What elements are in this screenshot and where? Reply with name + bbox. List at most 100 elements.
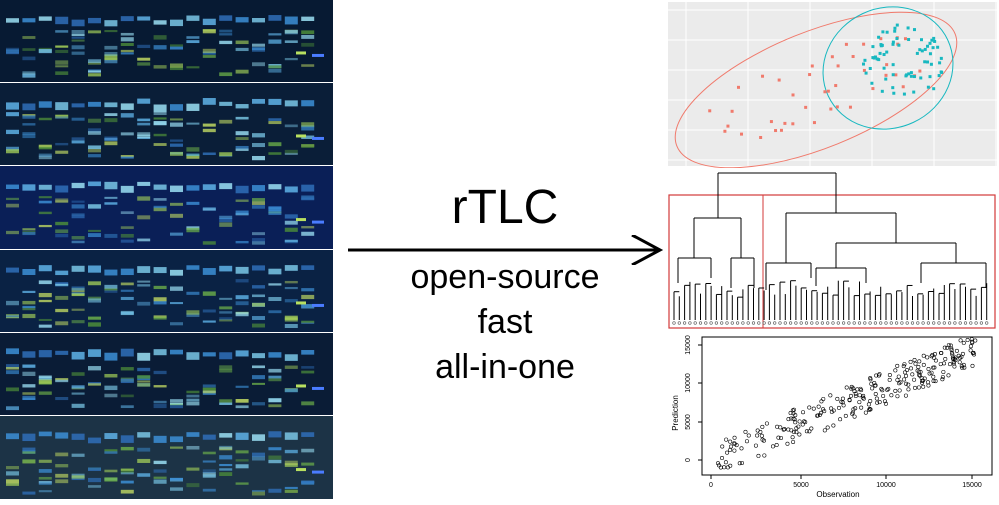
tlc-band	[170, 185, 183, 193]
tlc-band	[219, 119, 233, 124]
y-tick-label: 0	[685, 458, 692, 462]
plate-divider	[0, 165, 333, 167]
data-point	[818, 410, 823, 415]
tlc-band	[252, 316, 265, 320]
plate-divider	[0, 415, 333, 417]
tlc-band	[235, 405, 249, 409]
tlc-band	[6, 348, 19, 355]
data-point	[760, 424, 765, 429]
data-point	[859, 405, 864, 410]
tlc-band	[6, 367, 19, 370]
data-point	[913, 361, 918, 366]
leaf-label-mark	[921, 321, 925, 325]
tlc-band	[301, 135, 315, 139]
tlc-band	[137, 266, 151, 273]
tlc-band	[22, 371, 36, 376]
tlc-band	[120, 489, 134, 494]
cluster-ellipse-red	[674, 11, 958, 169]
data-point	[791, 429, 796, 434]
data-point-red	[723, 129, 727, 133]
data-point-red	[871, 87, 875, 91]
tlc-band	[104, 58, 118, 61]
tlc-band	[55, 282, 69, 286]
tlc-band	[55, 198, 69, 202]
tlc-band	[252, 452, 265, 457]
tlc-band	[88, 73, 101, 77]
tlc-band	[268, 68, 282, 73]
data-point	[901, 364, 906, 369]
tlc-band	[120, 468, 134, 474]
tlc-band	[6, 47, 19, 52]
data-point	[786, 417, 791, 422]
data-point	[948, 362, 953, 367]
data-point	[794, 430, 799, 435]
tlc-band	[186, 154, 200, 159]
tlc-band	[104, 136, 118, 141]
leaf-label-mark	[836, 321, 840, 325]
data-point	[949, 347, 954, 352]
data-point-cyan	[885, 30, 889, 34]
tlc-band	[252, 375, 265, 380]
data-point	[949, 346, 954, 351]
data-point	[778, 425, 783, 430]
tlc-band	[6, 197, 19, 201]
title-text: rTLC	[451, 181, 559, 234]
x-tick-label: 10000	[876, 482, 896, 489]
tlc-band	[268, 297, 282, 301]
tlc-band	[219, 217, 233, 223]
leaf-label-mark	[842, 321, 846, 325]
data-point	[932, 365, 937, 370]
tlc-band	[38, 299, 52, 303]
tlc-band	[186, 390, 200, 394]
data-point	[930, 353, 935, 358]
data-point-cyan	[937, 74, 941, 78]
tlc-band	[22, 451, 36, 454]
tlc-band	[284, 299, 298, 303]
data-point	[881, 393, 886, 398]
data-point	[759, 433, 764, 438]
marker-band	[312, 136, 324, 140]
data-point	[960, 351, 965, 356]
tlc-band	[202, 474, 216, 478]
tlc-band	[153, 65, 167, 69]
data-point	[931, 374, 936, 379]
data-point-cyan	[928, 41, 932, 45]
y-axis-label: Prediction	[671, 395, 680, 431]
tlc-band	[55, 16, 69, 25]
data-point	[961, 340, 966, 345]
data-point	[920, 380, 925, 385]
tlc-band	[186, 401, 200, 406]
leaf-label-mark	[932, 321, 936, 325]
leaf-label-mark	[852, 321, 856, 325]
tlc-band	[71, 30, 85, 35]
tlc-band	[137, 380, 151, 383]
center-block: rTLC open-source fast all-in-one	[340, 170, 670, 410]
tlc-band	[120, 113, 134, 118]
tlc-band	[301, 126, 315, 131]
tlc-band	[137, 215, 151, 220]
data-point-cyan	[891, 40, 895, 44]
tlc-band	[120, 268, 134, 276]
data-point	[852, 414, 857, 419]
tlc-band	[6, 370, 19, 375]
tlc-band	[301, 64, 315, 67]
tlc-band	[170, 232, 183, 236]
data-point	[896, 374, 901, 379]
tlc-band	[120, 472, 134, 475]
data-point-red	[848, 105, 852, 109]
data-point	[775, 424, 780, 429]
data-point	[831, 423, 836, 428]
tlc-band	[22, 459, 36, 464]
leaf-label-mark	[714, 321, 719, 325]
tlc-band	[71, 385, 85, 389]
tlc-band	[153, 104, 167, 113]
tlc-band	[55, 229, 69, 234]
tlc-band	[137, 352, 151, 361]
right-arrow-icon	[348, 235, 664, 265]
tlc-band	[153, 476, 167, 479]
tlc-band	[252, 434, 265, 441]
tlc-band	[22, 18, 36, 23]
data-point	[948, 343, 953, 348]
data-point-red	[826, 89, 830, 93]
tlc-band	[38, 375, 52, 378]
